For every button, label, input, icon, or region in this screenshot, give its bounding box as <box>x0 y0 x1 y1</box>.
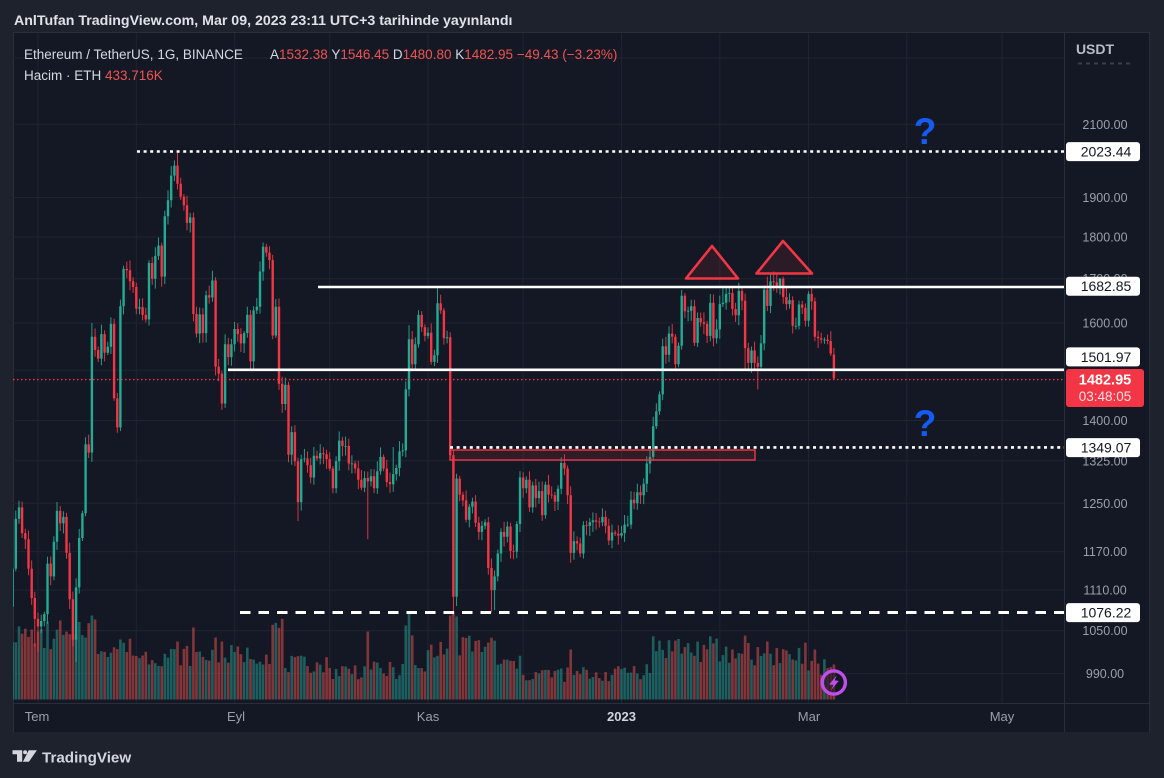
svg-text:Hacim · ETH 433.716K: Hacim · ETH 433.716K <box>24 68 163 83</box>
svg-text:May: May <box>990 709 1015 724</box>
svg-text:1400.00: 1400.00 <box>1082 414 1127 428</box>
svg-text:?: ? <box>914 403 937 444</box>
svg-text:2100.00: 2100.00 <box>1082 118 1127 132</box>
svg-text:1800.00: 1800.00 <box>1082 231 1127 245</box>
svg-text:Ethereum / TetherUS, 1G, BINAN: Ethereum / TetherUS, 1G, BINANCE <box>24 47 243 62</box>
svg-text:1170.00: 1170.00 <box>1083 545 1127 559</box>
svg-text:AnlTufan TradingView.com, Mar: AnlTufan TradingView.com, Mar 09, 2023 2… <box>14 13 512 29</box>
svg-text:1501.97: 1501.97 <box>1081 349 1132 365</box>
svg-text:1349.07: 1349.07 <box>1081 440 1132 456</box>
svg-text:03:48:05: 03:48:05 <box>1079 389 1132 404</box>
svg-text:Tem: Tem <box>25 709 50 724</box>
svg-text:1110.00: 1110.00 <box>1083 584 1126 598</box>
svg-text:1600.00: 1600.00 <box>1082 317 1127 331</box>
svg-text:1482.95: 1482.95 <box>1079 373 1131 389</box>
svg-text:1682.85: 1682.85 <box>1081 278 1132 294</box>
svg-text:990.00: 990.00 <box>1086 667 1124 681</box>
svg-text:Eyl: Eyl <box>227 709 245 724</box>
svg-text:2023: 2023 <box>607 709 636 724</box>
svg-text:USDT: USDT <box>1076 41 1115 57</box>
svg-text:2023.44: 2023.44 <box>1081 144 1132 160</box>
svg-text:1325.00: 1325.00 <box>1082 454 1127 468</box>
svg-text:A1532.38 Y1546.45 D1480.80: A1532.38 Y1546.45 D1480.80 K1482.95 −49.… <box>270 47 617 62</box>
svg-text:1076.22: 1076.22 <box>1081 605 1132 621</box>
svg-text:1250.00: 1250.00 <box>1082 497 1127 511</box>
svg-text:Mar: Mar <box>798 709 821 724</box>
svg-text:?: ? <box>914 111 937 152</box>
svg-text:Kas: Kas <box>417 709 440 724</box>
svg-text:1050.00: 1050.00 <box>1082 624 1127 638</box>
svg-text:1900.00: 1900.00 <box>1082 191 1127 205</box>
svg-text:TradingView: TradingView <box>42 750 131 767</box>
